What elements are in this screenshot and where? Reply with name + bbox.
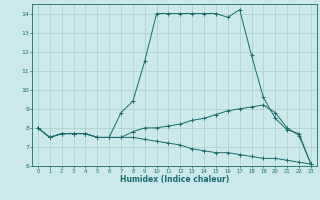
X-axis label: Humidex (Indice chaleur): Humidex (Indice chaleur)	[120, 175, 229, 184]
